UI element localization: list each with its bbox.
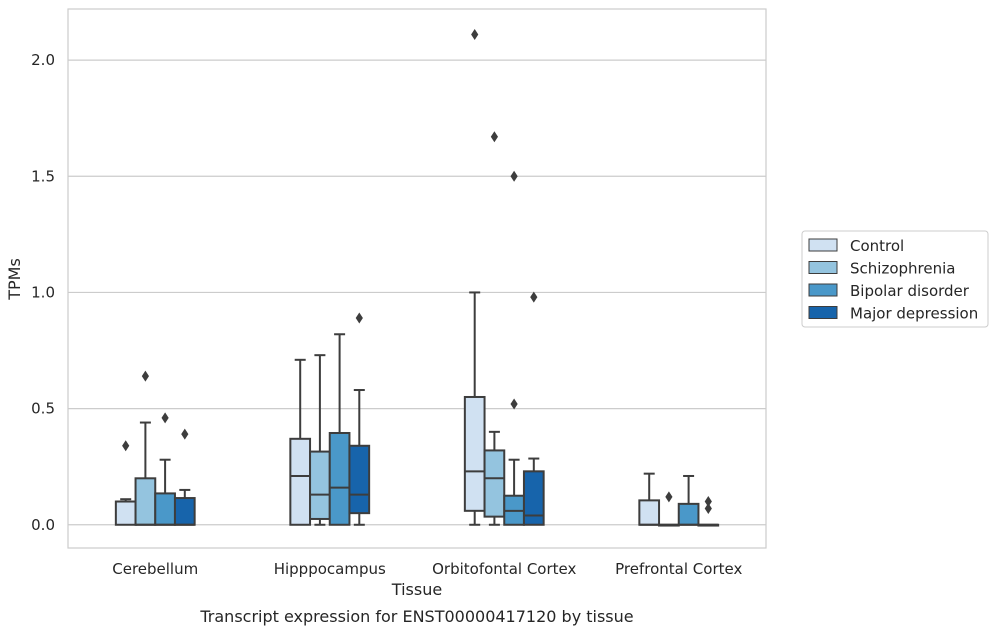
legend-swatch bbox=[808, 261, 838, 274]
outlier-point bbox=[122, 440, 130, 452]
legend-swatch bbox=[808, 238, 838, 252]
box-bipolar-disorder bbox=[328, 333, 351, 526]
box-bipolar-disorder bbox=[154, 412, 176, 526]
box-major-depression bbox=[522, 291, 545, 526]
box-iqr bbox=[309, 450, 331, 520]
box-control bbox=[638, 472, 661, 526]
outlier-point bbox=[471, 29, 479, 41]
box-schizophrenia bbox=[134, 370, 157, 526]
outlier-point bbox=[704, 496, 712, 508]
y-tick-label: 1.5 bbox=[31, 167, 55, 185]
box-groups bbox=[114, 29, 720, 527]
gridlines bbox=[68, 59, 766, 526]
outlier-point bbox=[665, 491, 673, 503]
box-iqr bbox=[483, 449, 506, 518]
x-axis-title: Tissue bbox=[391, 580, 442, 599]
outlier-point bbox=[161, 412, 169, 424]
box-bipolar-disorder bbox=[677, 474, 700, 526]
x-tick-label: Cerebellum bbox=[112, 560, 198, 578]
box-control bbox=[114, 440, 137, 526]
box-iqr bbox=[134, 477, 157, 526]
chart-caption: Transcript expression for ENST0000041712… bbox=[199, 607, 633, 626]
y-tick-label: 0.0 bbox=[31, 516, 55, 534]
outlier-point bbox=[141, 370, 149, 382]
y-tick-label: 2.0 bbox=[31, 51, 55, 69]
y-tick-label: 1.0 bbox=[31, 283, 55, 301]
box-major-depression bbox=[173, 428, 196, 526]
legend-label: Schizophrenia bbox=[850, 260, 955, 278]
box-major-depression bbox=[697, 496, 720, 527]
box-iqr bbox=[328, 431, 351, 526]
box-control bbox=[289, 358, 312, 526]
box-schizophrenia bbox=[658, 491, 680, 527]
box-iqr bbox=[154, 492, 176, 526]
outlier-point bbox=[704, 503, 712, 515]
box-control bbox=[463, 29, 486, 526]
box-iqr bbox=[677, 502, 700, 526]
legend: Control Schizophrenia Bipolar disorder Majo… bbox=[801, 230, 989, 328]
legend-frame bbox=[801, 230, 989, 328]
y-axis-title: TPMs bbox=[5, 258, 24, 301]
x-tick-label: Prefrontal Cortex bbox=[615, 560, 742, 578]
box-iqr bbox=[114, 500, 137, 526]
legend-swatch bbox=[808, 306, 838, 319]
plot-area-frame bbox=[67, 8, 767, 549]
box-iqr bbox=[289, 437, 312, 526]
box-bipolar-disorder bbox=[503, 170, 525, 526]
box-iqr bbox=[638, 499, 661, 526]
legend-swatch bbox=[808, 283, 838, 297]
legend-label: Major depression bbox=[850, 305, 978, 323]
box-major-depression bbox=[348, 312, 371, 526]
outlier-point bbox=[355, 312, 363, 324]
x-tick-label: Orbitofontal Cortex bbox=[432, 560, 576, 578]
legend-label: Bipolar disorder bbox=[850, 282, 970, 300]
outlier-point bbox=[490, 131, 498, 143]
y-tick-label: 0.5 bbox=[31, 400, 55, 418]
x-axis-ticks: Cerebellum Hipppocampus Orbitofontal Corte… bbox=[112, 560, 742, 578]
x-tick-label: Hipppocampus bbox=[274, 560, 386, 578]
legend-label: Control bbox=[850, 237, 904, 255]
box-iqr bbox=[522, 470, 545, 526]
outlier-point bbox=[181, 428, 189, 440]
outlier-point bbox=[530, 291, 538, 303]
box-schizophrenia bbox=[483, 131, 506, 526]
outlier-point bbox=[510, 398, 518, 410]
box-iqr bbox=[463, 395, 486, 512]
box-schizophrenia bbox=[309, 354, 331, 526]
outlier-point bbox=[510, 170, 518, 182]
box-iqr bbox=[348, 444, 371, 515]
y-axis-ticks: 0.0 0.5 1.0 1.5 2.0 bbox=[31, 51, 55, 534]
box-iqr bbox=[173, 497, 196, 526]
